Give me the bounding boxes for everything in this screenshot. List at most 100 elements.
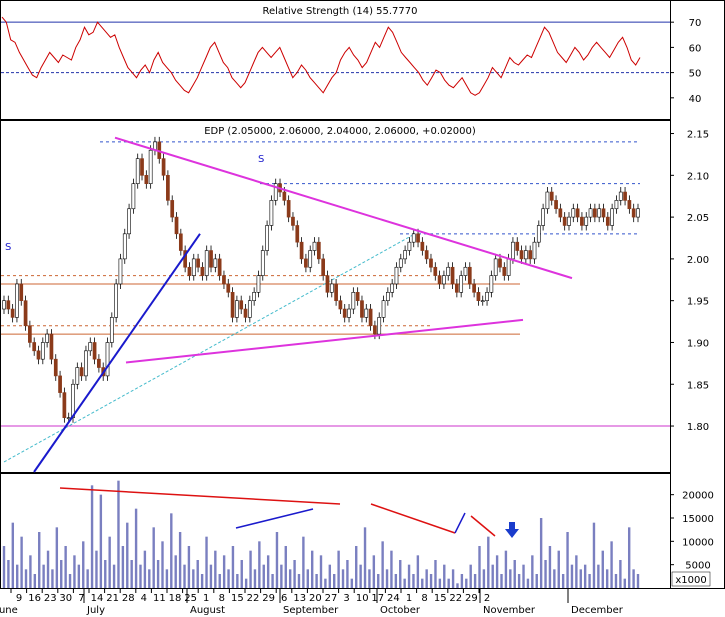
candle-body <box>541 208 545 226</box>
volume-bar <box>482 569 486 588</box>
x-day-label: 17 <box>371 593 384 604</box>
volume-bar <box>205 536 208 588</box>
month-label: June <box>0 605 18 616</box>
volume-bar <box>108 536 111 588</box>
candle-body <box>519 250 524 260</box>
volume-bar <box>266 555 270 588</box>
candle-body <box>88 342 93 352</box>
volume-tick-label: 5000 <box>685 561 710 572</box>
volume-bar <box>20 536 23 588</box>
volume-unit-label: x1000 <box>675 575 706 586</box>
candle-body <box>196 258 200 268</box>
volume-bar <box>429 574 433 588</box>
volume-bar <box>372 555 376 588</box>
x-day-label: 20 <box>309 593 322 604</box>
volume-bar <box>288 569 292 588</box>
volume-bar <box>121 546 125 588</box>
candle-body <box>200 266 205 276</box>
candle-body <box>32 342 37 352</box>
volume-bar <box>209 564 213 588</box>
candle-body <box>390 283 395 293</box>
candle-body <box>502 266 507 276</box>
candle-body <box>424 250 429 260</box>
candle-body <box>601 208 606 218</box>
candle-body <box>247 300 252 318</box>
volume-tick-label: 15000 <box>682 514 714 525</box>
volume-bar <box>319 555 323 588</box>
candle-body <box>178 233 183 251</box>
candle-body <box>355 292 360 301</box>
candle-body <box>562 216 567 226</box>
volume-bar <box>456 583 459 588</box>
candle-body <box>627 200 632 210</box>
candle-body <box>97 358 101 368</box>
volume-bar <box>601 550 604 588</box>
volume-bar <box>544 560 547 588</box>
dotted-trendline <box>3 233 416 463</box>
volume-bar <box>82 541 85 588</box>
volume-bar <box>231 546 235 588</box>
volume-bar <box>183 564 186 588</box>
volume-bar <box>363 527 367 588</box>
candle-body <box>295 225 300 243</box>
volume-bar <box>227 569 230 588</box>
volume-bar <box>240 560 243 588</box>
volume-bar <box>293 560 296 588</box>
volume-bar <box>447 578 450 588</box>
volume-bar <box>465 578 468 588</box>
volume-bar <box>29 555 32 588</box>
candle-body <box>304 258 308 268</box>
volume-unit-box <box>671 571 711 587</box>
volume-bar <box>77 564 81 588</box>
candle-body <box>62 392 67 418</box>
volume-bar <box>561 574 565 588</box>
volume-bar <box>548 546 552 588</box>
x-day-label: 27 <box>325 593 338 604</box>
candle-body <box>53 358 58 377</box>
volume-bar <box>24 569 28 588</box>
volume-tick-label: 20000 <box>682 491 714 502</box>
x-day-label: 29 <box>465 593 478 604</box>
volume-bar <box>579 569 582 588</box>
volume-bar <box>99 494 103 588</box>
candle-body <box>131 183 136 210</box>
s-annotation-2: S <box>258 154 264 165</box>
volume-bar <box>434 560 437 588</box>
volume-bar <box>222 555 226 588</box>
candle-body <box>394 266 399 285</box>
candle-body <box>114 283 118 318</box>
candle-body <box>10 308 15 318</box>
volume-bar <box>236 574 239 588</box>
volume-bar <box>95 550 98 588</box>
x-day-label: 25 <box>184 593 197 604</box>
candle-body <box>217 258 222 276</box>
candle-body <box>66 417 71 419</box>
lower-triangle-line <box>125 318 524 364</box>
candle-body <box>226 283 231 293</box>
x-day-label: 15 <box>434 593 447 604</box>
uptrend-line <box>33 233 201 473</box>
candle-body <box>222 275 226 285</box>
volume-bar <box>60 560 63 588</box>
volume-bar <box>33 574 37 588</box>
volume-bar <box>328 564 332 588</box>
candle-body <box>515 241 520 251</box>
volume-bar <box>390 550 393 588</box>
volume-bar <box>592 522 596 588</box>
x-day-label: 23 <box>44 593 57 604</box>
volume-bar <box>614 574 618 588</box>
price-series-group: 1.80 1.85 1.90 1.95 2.00 2.05 2.10 2.15 <box>1 130 709 473</box>
volume-bar <box>192 569 195 588</box>
candle-body <box>360 300 364 318</box>
candle-body <box>549 191 554 201</box>
price-tick-label: 1.90 <box>687 338 709 349</box>
candle-body <box>316 241 321 260</box>
candle-body <box>554 200 558 210</box>
volume-bar <box>112 564 116 588</box>
volume-bar <box>253 569 257 588</box>
volume-bar <box>443 564 446 588</box>
candle-body <box>373 325 377 335</box>
volume-bar <box>478 546 481 588</box>
x-day-label: 9 <box>16 593 22 604</box>
candle-body <box>174 216 179 235</box>
